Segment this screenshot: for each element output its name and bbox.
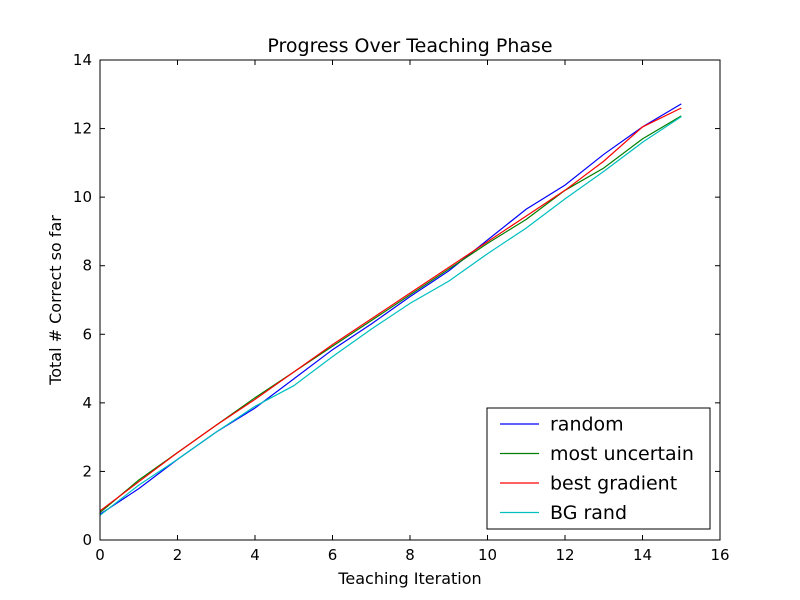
x-tick-label: 0 xyxy=(95,546,105,564)
legend-label-random: random xyxy=(550,414,624,436)
legend-label-most-uncertain: most uncertain xyxy=(550,443,694,465)
y-tick-label: 10 xyxy=(73,188,92,206)
legend-label-best-gradient: best gradient xyxy=(550,473,677,495)
y-axis-title: Total # Correct so far xyxy=(46,215,65,386)
x-tick-label: 6 xyxy=(328,546,338,564)
y-axis: 0 2 4 6 8 10 12 14 xyxy=(73,51,720,549)
y-tick-label: 4 xyxy=(82,394,92,412)
y-tick-label: 6 xyxy=(82,325,92,343)
x-tick-label: 4 xyxy=(250,546,260,564)
x-axis-title: Teaching Iteration xyxy=(337,569,481,588)
x-tick-label: 8 xyxy=(405,546,415,564)
y-tick-label: 12 xyxy=(73,120,92,138)
legend: random most uncertain best gradient BG rand xyxy=(486,407,711,530)
series-line-best-gradient xyxy=(99,107,682,512)
y-tick-label: 2 xyxy=(82,462,92,480)
x-tick-label: 14 xyxy=(633,546,652,564)
chart-title: Progress Over Teaching Phase xyxy=(267,35,552,57)
x-tick-label: 16 xyxy=(710,546,729,564)
x-axis: 0 2 4 6 8 10 12 14 16 xyxy=(95,60,730,564)
legend-label-bg-rand: BG rand xyxy=(550,502,627,524)
y-tick-label: 0 xyxy=(82,531,92,549)
x-tick-label: 10 xyxy=(478,546,497,564)
x-tick-label: 12 xyxy=(555,546,574,564)
legend-box xyxy=(486,407,711,530)
series-layer xyxy=(99,103,682,516)
y-tick-label: 8 xyxy=(82,257,92,275)
y-tick-label: 14 xyxy=(73,51,92,69)
x-tick-label: 2 xyxy=(173,546,183,564)
series-line-bg-rand xyxy=(99,116,682,516)
